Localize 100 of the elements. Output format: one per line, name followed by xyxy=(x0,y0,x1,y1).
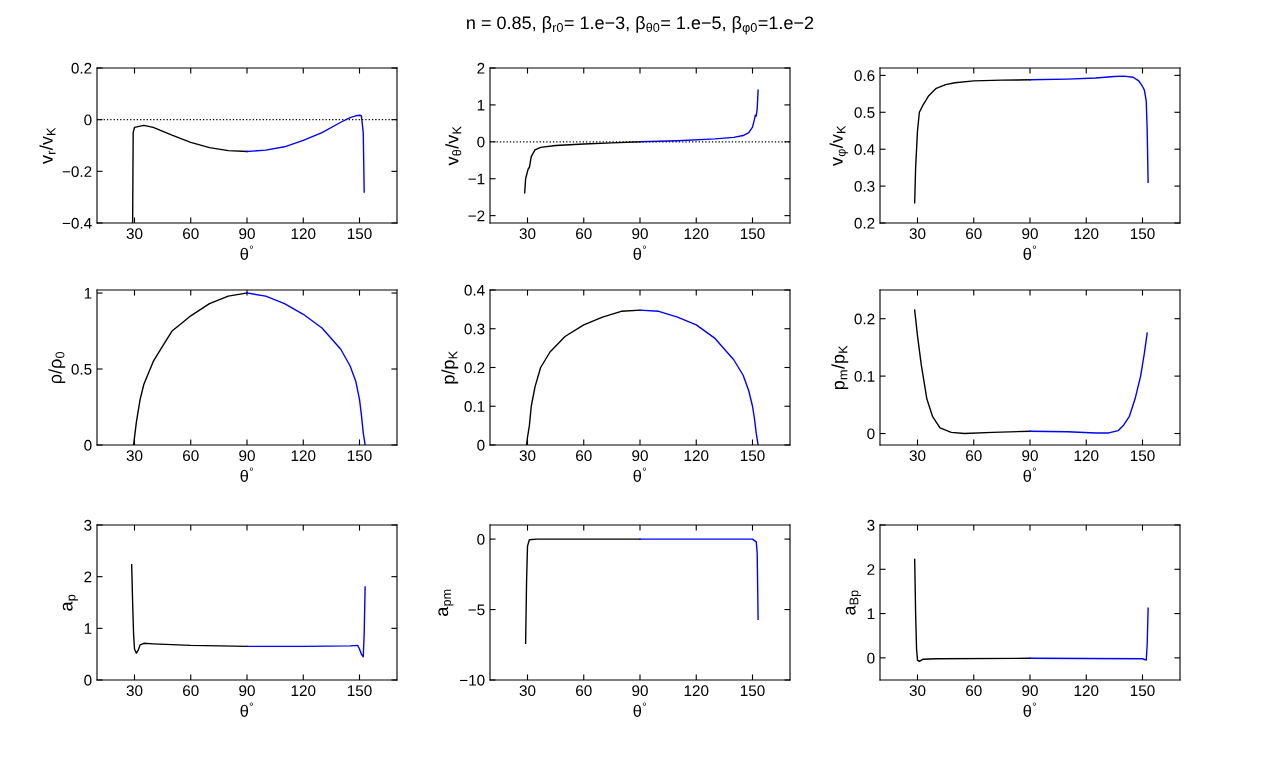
x-tick-label: 30 xyxy=(519,450,536,462)
y-tick-label: −1 xyxy=(468,173,485,185)
y-tick-label: 1 xyxy=(84,623,92,634)
x-tick-label: 120 xyxy=(1074,228,1099,240)
y-tick-label: 3 xyxy=(84,519,92,531)
y-tick-label: 1 xyxy=(867,608,875,620)
x-tick-label: 120 xyxy=(291,228,316,240)
y-axis-title: v$_{θ}$/v$_{K}$ xyxy=(445,126,462,166)
y-tick-label: 1 xyxy=(477,99,485,111)
y-tick-label: 2 xyxy=(867,564,875,575)
x-tick-label: 150 xyxy=(347,685,372,697)
y-axis-title: v$_{φ}$/v$_{K}$ xyxy=(829,125,849,166)
line-series xyxy=(130,564,248,654)
x-tick-label: 90 xyxy=(1022,228,1038,240)
x-tick-label: 60 xyxy=(183,450,199,462)
x-tick-label: 30 xyxy=(519,685,536,697)
x-tick-label: 150 xyxy=(740,450,765,462)
y-tick-label: 0.4 xyxy=(464,284,485,296)
x-tick-label: 30 xyxy=(126,228,143,240)
x-tick-label: 60 xyxy=(576,228,592,240)
x-axis-title: θ$^{°}$ xyxy=(240,245,254,260)
y-tick-label: 1 xyxy=(84,288,92,299)
line-series xyxy=(1029,332,1148,434)
x-tick-label: 90 xyxy=(1022,450,1038,462)
y-tick-label: 3 xyxy=(867,519,875,531)
y-axis-title: ρ/ρ$_{0}$ xyxy=(48,351,66,384)
x-tick-label: 30 xyxy=(909,450,926,462)
line-series xyxy=(639,89,759,143)
x-tick-label: 90 xyxy=(632,685,648,697)
x-tick-label: 90 xyxy=(632,228,648,240)
y-tick-label: 0.6 xyxy=(854,70,875,82)
y-tick-label: 0.3 xyxy=(464,323,485,335)
x-axis-title: θ$^{°}$ xyxy=(1023,245,1037,260)
y-tick-label: 0.3 xyxy=(854,180,875,192)
y-tick-label: 0 xyxy=(84,439,92,451)
x-tick-label: 150 xyxy=(347,450,372,462)
y-tick-label: 0.4 xyxy=(854,144,875,155)
y-axis-title: a$_{Bp}$ xyxy=(845,590,861,615)
y-tick-label: −2 xyxy=(468,210,485,222)
y-axis-title: v$_{r}$/v$_{K}$ xyxy=(39,127,56,164)
line-series xyxy=(246,292,366,445)
line-series xyxy=(1029,75,1149,184)
line-series xyxy=(639,538,759,621)
y-tick-label: 0.1 xyxy=(854,370,875,382)
x-tick-label: 120 xyxy=(1074,685,1099,697)
x-tick-label: 30 xyxy=(126,685,143,697)
x-tick-label: 120 xyxy=(1074,450,1099,462)
x-axis-title: θ$^{°}$ xyxy=(1023,467,1037,482)
y-tick-label: 0.2 xyxy=(71,62,92,74)
x-tick-label: 120 xyxy=(684,228,709,240)
chart-title: n = 0.85, β$_{r0}$= 1.e−3, β$_{θ0}$= 1.e−5, β$_{φ0}$=1.e−2 xyxy=(467,15,814,35)
y-tick-label: 2 xyxy=(84,571,92,583)
line-series xyxy=(524,538,641,645)
line-series xyxy=(913,558,1031,663)
x-axis-title: θ$^{°}$ xyxy=(240,467,254,482)
y-axis-title: p$_{m}$/p$_{K}$ xyxy=(831,345,849,390)
x-tick-label: 90 xyxy=(239,685,255,697)
x-axis-title: θ$^{°}$ xyxy=(633,245,647,260)
line-series xyxy=(913,79,1031,204)
line-series xyxy=(1029,607,1149,661)
y-tick-label: −5 xyxy=(468,604,485,616)
x-tick-label: 30 xyxy=(519,228,536,240)
x-tick-label: 30 xyxy=(909,228,926,240)
y-tick-label: 0 xyxy=(477,136,485,148)
y-tick-label: 0.5 xyxy=(71,363,92,375)
x-tick-label: 120 xyxy=(684,450,709,462)
x-tick-label: 150 xyxy=(347,228,372,240)
x-tick-label: 150 xyxy=(1130,450,1155,462)
y-tick-label: 0.2 xyxy=(854,313,875,325)
x-tick-label: 90 xyxy=(1022,685,1038,697)
x-tick-label: 60 xyxy=(183,228,199,240)
x-tick-label: 150 xyxy=(740,685,765,697)
y-tick-label: 0 xyxy=(477,439,485,451)
y-tick-label: 0 xyxy=(867,652,875,664)
line-series xyxy=(246,114,365,193)
x-axis-title: θ$^{°}$ xyxy=(633,702,647,717)
x-tick-label: 90 xyxy=(239,228,255,240)
x-axis-title: θ$^{°}$ xyxy=(633,467,647,482)
x-tick-label: 60 xyxy=(966,450,982,462)
y-tick-label: 2 xyxy=(477,62,485,74)
line-series xyxy=(639,309,759,445)
x-tick-label: 90 xyxy=(239,450,255,462)
x-tick-label: 60 xyxy=(966,685,982,697)
x-tick-label: 90 xyxy=(632,450,648,462)
x-tick-label: 120 xyxy=(684,685,709,697)
x-tick-label: 60 xyxy=(183,685,199,697)
y-tick-label: −0.2 xyxy=(62,166,92,178)
y-axis-title: a$_{p}$ xyxy=(62,594,78,611)
x-tick-label: 30 xyxy=(909,685,926,697)
x-tick-label: 60 xyxy=(576,450,592,462)
y-tick-label: −10 xyxy=(459,674,485,686)
x-tick-label: 120 xyxy=(291,450,316,462)
y-axis-title: a$_{pm}$ xyxy=(438,589,454,616)
y-tick-label: −0.4 xyxy=(62,217,92,229)
x-tick-label: 150 xyxy=(1130,228,1155,240)
y-tick-label: 0 xyxy=(867,428,875,440)
y-tick-label: 0.2 xyxy=(464,362,485,374)
line-series xyxy=(246,586,366,658)
x-tick-label: 60 xyxy=(966,228,982,240)
x-tick-label: 30 xyxy=(126,450,143,462)
